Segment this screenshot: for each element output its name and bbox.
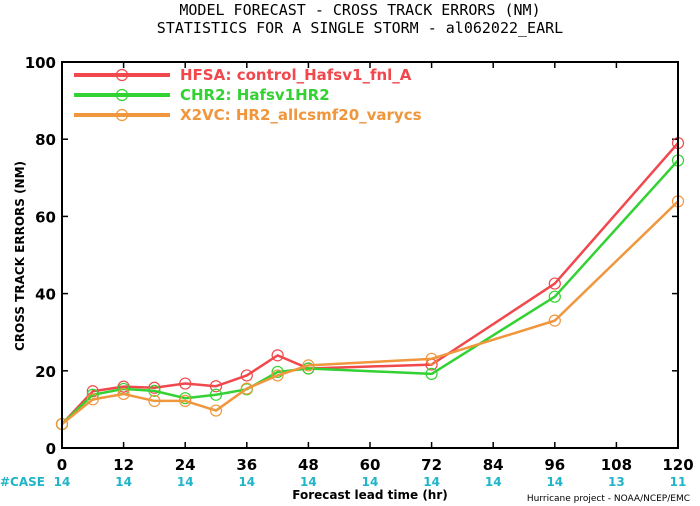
case-count: 14: [54, 475, 71, 489]
data-point: [209, 404, 223, 417]
case-count: 14: [300, 475, 317, 489]
data-point: [148, 381, 161, 394]
case-count: 13: [608, 475, 625, 489]
data-point: [271, 349, 284, 362]
legend-label: HFSA: control_Hafsv1_fnl_A: [180, 66, 412, 84]
x-tick-label: 48: [298, 456, 319, 474]
x-tick-label: 24: [175, 456, 196, 474]
y-tick-label: 60: [35, 208, 56, 226]
case-count: 14: [485, 475, 502, 489]
legend-label: CHR2: Hafsv1HR2: [180, 86, 330, 104]
data-point: [179, 377, 192, 390]
data-point: [271, 369, 284, 382]
series-2: [55, 195, 685, 431]
series-layer: [55, 136, 685, 431]
x-tick-label: 36: [236, 456, 257, 474]
data-point: [148, 394, 161, 408]
legend-marker: [115, 108, 129, 122]
data-point: [425, 352, 438, 365]
x-tick-label: 84: [483, 456, 504, 474]
x-tick-label: 120: [662, 456, 693, 474]
data-point: [240, 369, 253, 382]
case-label: #CASE: [0, 475, 45, 489]
y-tick-label: 80: [35, 131, 56, 149]
data-point: [179, 392, 192, 405]
axis-ticks: 0 12 24 36 48 60 72 84 96 108 120 0 20 40 60 80 100: [25, 54, 694, 474]
data-point: [209, 380, 223, 393]
plot-frame: [61, 61, 679, 449]
x-tick-label: 108: [601, 456, 632, 474]
case-count: 14: [238, 475, 255, 489]
x-tick-label: 96: [544, 456, 565, 474]
case-count: 14: [423, 475, 440, 489]
data-point: [86, 393, 99, 406]
case-count: 14: [115, 475, 132, 489]
legend-marker: [115, 68, 129, 82]
series-0: [55, 136, 685, 431]
case-count: 14: [546, 475, 563, 489]
data-point: [548, 290, 561, 303]
x-tick-label: 72: [421, 456, 442, 474]
x-tick-label: 12: [113, 456, 134, 474]
data-point: [548, 277, 561, 290]
case-count: 11: [670, 475, 687, 489]
y-axis-label: CROSS TRACK ERRORS (NM): [13, 161, 27, 351]
data-point: [425, 367, 438, 380]
x-tick-label: 0: [57, 456, 67, 474]
chart-title-line2: STATISTICS FOR A SINGLE STORM - al062022…: [157, 19, 563, 37]
y-tick-label: 40: [35, 286, 56, 304]
data-point: [86, 385, 99, 398]
legend-label: X2VC: HR2_allcsmf20_varycs: [180, 106, 422, 124]
data-point: [240, 382, 253, 395]
case-count: 14: [177, 475, 194, 489]
y-tick-label: 0: [46, 440, 56, 458]
y-tick-label: 20: [35, 363, 56, 381]
data-point: [117, 387, 130, 401]
data-point: [209, 388, 223, 401]
y-tick-label: 100: [25, 54, 56, 72]
legend: HFSA: control_Hafsv1_fnl_A CHR2: Hafsv1HR…: [74, 66, 422, 124]
legend-marker: [115, 88, 129, 102]
case-counts: 14 14 14 14 14 14 14 14 14 13 11: [54, 475, 687, 489]
credit-text: Hurricane project - NOAA/NCEP/EMC: [527, 494, 690, 504]
x-tick-label: 60: [360, 456, 381, 474]
data-point: [179, 394, 192, 408]
data-point: [302, 359, 315, 372]
data-point: [148, 384, 161, 397]
x-axis-label: Forecast lead time (hr): [292, 488, 448, 502]
chart-title-line1: MODEL FORECAST - CROSS TRACK ERRORS (NM): [179, 1, 540, 19]
case-count: 14: [362, 475, 379, 489]
data-point: [271, 365, 284, 379]
data-point: [548, 314, 561, 327]
